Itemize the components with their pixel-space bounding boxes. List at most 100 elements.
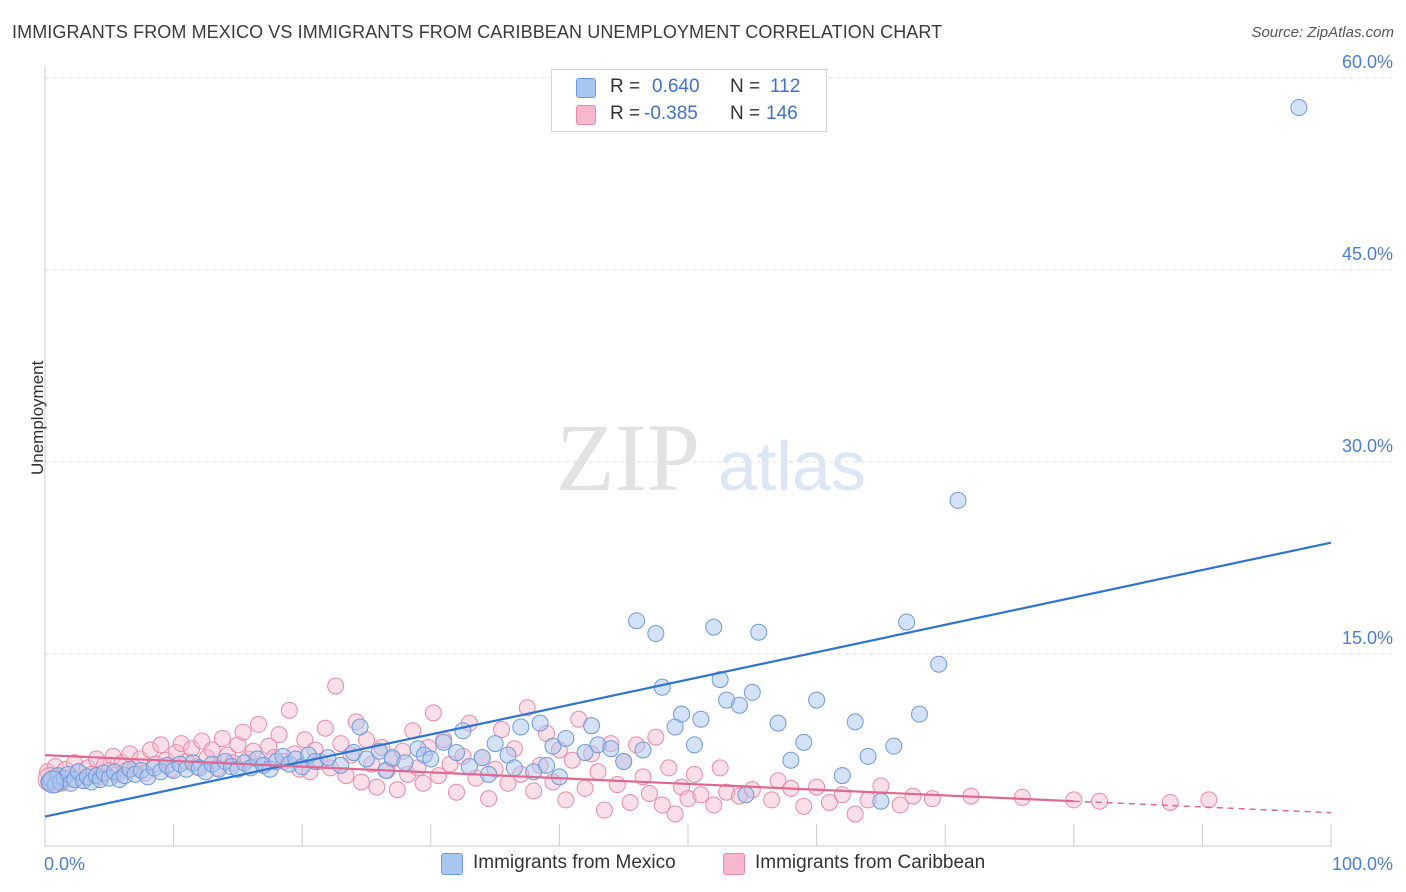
- data-point-caribbean: [576, 779, 594, 797]
- data-point-caribbean: [316, 719, 334, 737]
- data-point-mexico: [1290, 98, 1308, 116]
- data-point-mexico: [833, 767, 851, 785]
- legend-r-value-mexico: 0.640: [652, 76, 700, 97]
- x-tick-label: 0.0%: [44, 854, 85, 874]
- data-point-caribbean: [711, 759, 729, 777]
- legend-n-value-mexico: 112: [770, 76, 801, 97]
- data-point-caribbean: [763, 791, 781, 809]
- chart-title: IMMIGRANTS FROM MEXICO VS IMMIGRANTS FRO…: [12, 22, 943, 42]
- x-tick-label: 100.0%: [1332, 854, 1393, 874]
- data-point-caribbean: [795, 797, 813, 815]
- data-point-mexico: [750, 623, 768, 641]
- data-point-caribbean: [563, 751, 581, 769]
- legend-r-label: R =: [610, 76, 641, 97]
- data-point-mexico: [846, 713, 864, 731]
- data-point-caribbean: [1200, 791, 1218, 809]
- data-point-caribbean: [557, 791, 575, 809]
- data-point-caribbean: [846, 805, 864, 823]
- data-point-mexico: [885, 737, 903, 755]
- data-point-mexico: [422, 750, 440, 768]
- data-point-caribbean: [820, 793, 838, 811]
- watermark-atlas: atlas: [718, 427, 866, 505]
- trend-lines: [44, 541, 1332, 818]
- legend-row-mexico: R = 0.640 N = 112: [576, 76, 816, 98]
- legend-n-label: N =: [730, 76, 761, 97]
- y-tick-label: 30.0%: [1342, 436, 1393, 456]
- data-point-caribbean: [1161, 793, 1179, 811]
- data-point-mexico: [872, 792, 890, 810]
- data-point-mexico: [795, 733, 813, 751]
- data-point-caribbean: [653, 796, 671, 814]
- data-point-mexico: [692, 710, 710, 728]
- data-point-caribbean: [705, 796, 723, 814]
- data-point-mexico: [808, 691, 826, 709]
- data-point-mexico: [505, 759, 523, 777]
- data-point-mexico: [448, 744, 466, 762]
- data-point-mexico: [769, 714, 787, 732]
- legend-r-value-caribbean: -0.385: [644, 103, 698, 124]
- data-point-mexico: [602, 740, 620, 758]
- data-point-mexico: [538, 756, 556, 774]
- data-point-caribbean: [424, 704, 442, 722]
- data-point-caribbean: [679, 790, 697, 808]
- data-point-mexico: [737, 786, 755, 804]
- data-point-mexico: [743, 683, 761, 701]
- data-point-caribbean: [388, 781, 406, 799]
- data-point-caribbean: [332, 735, 350, 753]
- data-point-caribbean: [685, 765, 703, 783]
- data-point-mexico: [576, 744, 594, 762]
- data-point-mexico: [628, 612, 646, 630]
- legend-row-caribbean: R = -0.385 N = 146: [576, 103, 816, 125]
- data-point-caribbean: [621, 793, 639, 811]
- watermark-zip: ZIP: [556, 404, 700, 511]
- legend-swatch-mexico: [576, 78, 596, 98]
- data-point-caribbean: [525, 782, 543, 800]
- trend-line-mexico: [44, 541, 1332, 818]
- legend-r-label: R =: [610, 103, 641, 124]
- data-point-mexico: [473, 749, 491, 767]
- y-tick-label: 60.0%: [1342, 52, 1393, 72]
- data-point-mexico: [673, 705, 691, 723]
- data-point-caribbean: [518, 699, 536, 717]
- data-point-mexico: [685, 736, 703, 754]
- data-point-caribbean: [368, 778, 386, 796]
- data-point-caribbean: [152, 736, 170, 754]
- data-point-mexico: [730, 696, 748, 714]
- data-point-mexico: [711, 671, 729, 689]
- data-point-caribbean: [666, 805, 684, 823]
- data-point-mexico: [910, 705, 928, 723]
- data-point-mexico: [512, 718, 530, 736]
- data-point-caribbean: [280, 701, 298, 719]
- trend-line-caribbean: [44, 754, 1074, 803]
- axes: [44, 66, 1332, 847]
- legend-swatch-caribbean: [576, 105, 596, 125]
- y-axis-label: Unemployment: [28, 360, 47, 475]
- data-point-mexico: [544, 737, 562, 755]
- data-point-caribbean: [172, 735, 190, 753]
- bottom-legend-label-caribbean: Immigrants from Caribbean: [755, 852, 986, 873]
- data-point-caribbean: [923, 790, 941, 808]
- data-point-caribbean: [808, 778, 826, 796]
- data-point-caribbean: [352, 773, 370, 791]
- data-point-caribbean: [414, 774, 432, 792]
- data-point-caribbean: [493, 721, 511, 739]
- data-point-caribbean: [833, 786, 851, 804]
- y-tick-label: 45.0%: [1342, 244, 1393, 264]
- data-point-mexico: [615, 753, 633, 771]
- data-point-caribbean: [448, 783, 466, 801]
- data-point-mexico: [583, 717, 601, 735]
- data-point-caribbean: [608, 776, 626, 794]
- data-point-caribbean: [229, 736, 247, 754]
- data-point-caribbean: [718, 783, 736, 801]
- bottom-legend-swatch-mexico: [441, 853, 463, 875]
- data-point-mexico: [332, 756, 350, 774]
- data-point-caribbean: [891, 796, 909, 814]
- legend-n-value-caribbean: 146: [766, 103, 798, 124]
- data-point-caribbean: [270, 726, 288, 744]
- data-point-mexico: [351, 718, 369, 736]
- bottom-legend-label-mexico: Immigrants from Mexico: [473, 852, 676, 873]
- data-point-mexico: [898, 613, 916, 631]
- y-tick-label: 15.0%: [1342, 628, 1393, 648]
- trend-line-caribbean-extrapolated: [1073, 800, 1332, 814]
- data-point-caribbean: [904, 787, 922, 805]
